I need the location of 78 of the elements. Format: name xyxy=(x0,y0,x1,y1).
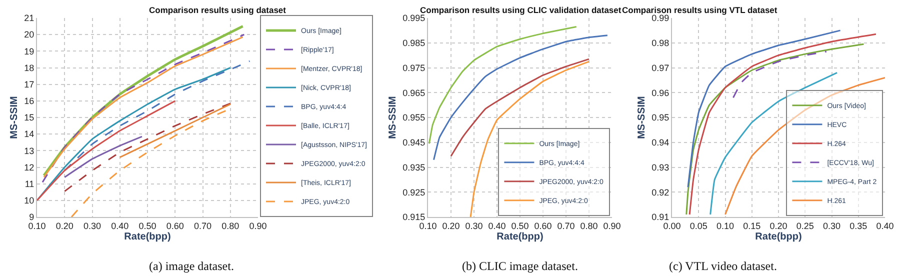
x-tick-label: 0.20 xyxy=(56,220,74,231)
text: (c) VTL video dataset. xyxy=(669,259,777,273)
y-tick-label: 0.975 xyxy=(402,62,426,73)
x-tick-label: 0.00 xyxy=(663,220,681,231)
x-tick-label: 0.80 xyxy=(580,220,598,231)
text: (a) image dataset. xyxy=(149,259,234,273)
x-tick-label: 0.40 xyxy=(488,220,506,231)
y-tick-label: 0.94 xyxy=(652,138,670,148)
y-tick-label: 16 xyxy=(24,96,34,106)
y-tick-label: 18 xyxy=(24,62,34,73)
line-series xyxy=(37,100,176,202)
x-tick-label: 0.30 xyxy=(465,220,483,231)
line-series xyxy=(64,102,232,192)
line-series xyxy=(724,76,885,216)
chart-title: Comparison results using VTL dataset xyxy=(622,5,778,15)
x-tick-label: 0.80 xyxy=(222,220,240,231)
x-tick-label: 0.20 xyxy=(442,220,460,231)
x-tick-label: 0.50 xyxy=(511,220,529,231)
y-tick-label: 0.96 xyxy=(652,88,670,98)
line-series xyxy=(64,136,143,178)
y-tick-label: 0.945 xyxy=(402,138,426,148)
x-tick-label: 0.90 xyxy=(603,220,621,231)
y-tick-label: 0.93 xyxy=(652,162,670,172)
y-axis-title: MS-SSIM xyxy=(636,96,648,139)
x-tick-label: 0.90 xyxy=(249,220,267,231)
y-tick-label: 15 xyxy=(24,112,34,123)
y-tick-label: 0.955 xyxy=(402,112,426,123)
y-tick-label: 0.91 xyxy=(652,212,670,222)
x-axis-title: Rate(bpp) xyxy=(755,231,802,242)
x-tick-label: 0.10 xyxy=(716,220,734,231)
x-tick-label: 0.15 xyxy=(743,220,761,231)
y-tick-label: 0.925 xyxy=(402,187,426,198)
x-tick-label: 0.35 xyxy=(850,220,868,231)
y-tick-label: 12 xyxy=(24,162,34,172)
y-tick-label: 0.92 xyxy=(652,187,670,198)
x-tick-label: 0.70 xyxy=(194,220,212,231)
x-tick-label: 0.40 xyxy=(876,220,894,231)
line-series xyxy=(732,50,828,98)
chart-title: Comparison results using dataset xyxy=(149,5,286,15)
y-tick-label: 19 xyxy=(24,46,34,56)
y-tick-label: 17 xyxy=(24,79,34,90)
x-tick-label: 0.60 xyxy=(534,220,552,231)
x-tick-label: 0.05 xyxy=(690,220,708,231)
y-axis-title: MS-SSIM xyxy=(9,96,20,139)
y-tick-label: 0.95 xyxy=(652,112,670,123)
line-series xyxy=(450,58,590,157)
x-tick-label: 0.30 xyxy=(822,220,841,231)
x-tick-label: 0.50 xyxy=(138,220,156,231)
y-tick-label: 0.97 xyxy=(652,62,670,73)
x-axis-title: Rate(bpp) xyxy=(496,231,544,242)
y-tick-label: 0.995 xyxy=(402,13,426,24)
y-tick-label: 0.98 xyxy=(652,38,670,48)
x-tick-label: 0.60 xyxy=(166,220,184,231)
y-tick-label: 0.985 xyxy=(402,38,426,48)
y-tick-label: 0.915 xyxy=(402,212,426,222)
x-tick-label: 0.10 xyxy=(28,220,46,231)
line-series xyxy=(433,34,608,161)
y-tick-label: 0.99 xyxy=(652,13,670,24)
text: (b) CLIC image dataset. xyxy=(462,259,578,273)
y-tick-label: 11 xyxy=(24,178,34,189)
y-tick-label: 21 xyxy=(24,13,34,24)
y-tick-label: 9 xyxy=(29,212,34,222)
x-tick-label: 0.30 xyxy=(83,220,102,231)
x-tick-label: 0.40 xyxy=(111,220,129,231)
x-tick-label: 0.70 xyxy=(557,220,575,231)
y-tick-label: 14 xyxy=(24,129,34,140)
chart-title: Comparison results using CLIC validation dataset xyxy=(420,5,622,15)
y-tick-label: 20 xyxy=(24,30,34,40)
y-axis-title: MS-SSIM xyxy=(388,96,399,139)
x-axis-title: Rate(bpp) xyxy=(124,231,171,242)
y-tick-label: 0.935 xyxy=(402,162,426,172)
x-tick-label: 0.25 xyxy=(796,220,814,231)
y-tick-label: 10 xyxy=(24,196,34,206)
y-tick-label: 13 xyxy=(24,146,34,156)
x-tick-label: 0.20 xyxy=(770,220,788,231)
line-series xyxy=(119,103,232,158)
y-tick-label: 0.965 xyxy=(402,88,426,98)
x-tick-label: 0.10 xyxy=(419,220,437,231)
